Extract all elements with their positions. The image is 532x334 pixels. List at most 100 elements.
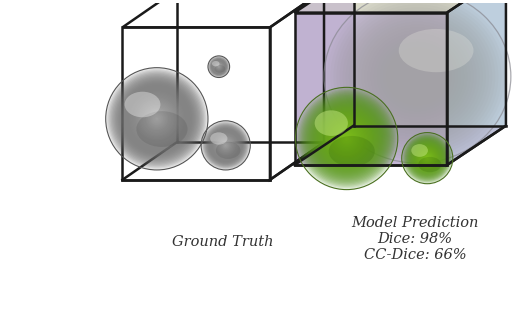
Ellipse shape xyxy=(346,10,489,143)
Ellipse shape xyxy=(128,90,186,148)
Ellipse shape xyxy=(211,131,240,160)
Ellipse shape xyxy=(218,66,220,67)
Ellipse shape xyxy=(332,125,361,153)
Ellipse shape xyxy=(326,118,367,159)
Ellipse shape xyxy=(223,143,228,148)
Ellipse shape xyxy=(426,156,429,160)
Polygon shape xyxy=(295,0,354,165)
Ellipse shape xyxy=(213,133,238,158)
Ellipse shape xyxy=(210,130,241,161)
Ellipse shape xyxy=(217,65,220,68)
Ellipse shape xyxy=(210,58,228,75)
Ellipse shape xyxy=(205,125,246,166)
Ellipse shape xyxy=(408,139,446,177)
Ellipse shape xyxy=(124,92,161,117)
Ellipse shape xyxy=(414,145,440,171)
Ellipse shape xyxy=(211,58,227,75)
Ellipse shape xyxy=(107,69,207,169)
Ellipse shape xyxy=(327,0,508,160)
Ellipse shape xyxy=(334,126,360,151)
Ellipse shape xyxy=(418,149,436,167)
Ellipse shape xyxy=(215,63,223,71)
Ellipse shape xyxy=(213,61,224,72)
Ellipse shape xyxy=(411,142,443,174)
Ellipse shape xyxy=(409,140,446,177)
Ellipse shape xyxy=(405,136,450,180)
Ellipse shape xyxy=(217,64,221,69)
Ellipse shape xyxy=(213,60,225,73)
Ellipse shape xyxy=(216,136,236,155)
Ellipse shape xyxy=(336,128,357,149)
Ellipse shape xyxy=(217,136,235,155)
Text: Dice: 98%: Dice: 98% xyxy=(377,232,453,246)
Ellipse shape xyxy=(210,132,227,145)
Ellipse shape xyxy=(217,137,234,154)
Ellipse shape xyxy=(225,145,226,146)
Ellipse shape xyxy=(404,135,451,182)
Ellipse shape xyxy=(306,98,387,179)
Ellipse shape xyxy=(209,57,228,76)
Ellipse shape xyxy=(414,73,421,79)
Polygon shape xyxy=(295,0,506,13)
Ellipse shape xyxy=(218,138,233,153)
Ellipse shape xyxy=(207,127,244,164)
Ellipse shape xyxy=(116,78,198,160)
Ellipse shape xyxy=(213,61,225,72)
Ellipse shape xyxy=(404,135,450,181)
Ellipse shape xyxy=(208,128,244,163)
Ellipse shape xyxy=(214,61,224,72)
Ellipse shape xyxy=(218,137,234,153)
Ellipse shape xyxy=(218,65,220,68)
Ellipse shape xyxy=(214,62,223,71)
Ellipse shape xyxy=(106,68,208,170)
Ellipse shape xyxy=(334,0,502,154)
Ellipse shape xyxy=(213,61,225,73)
Ellipse shape xyxy=(355,19,480,134)
Ellipse shape xyxy=(148,110,166,128)
Polygon shape xyxy=(295,126,506,165)
Ellipse shape xyxy=(426,157,429,159)
Ellipse shape xyxy=(417,147,438,169)
Ellipse shape xyxy=(329,136,375,167)
Ellipse shape xyxy=(314,107,379,170)
Polygon shape xyxy=(447,0,506,165)
Ellipse shape xyxy=(203,123,248,168)
Ellipse shape xyxy=(144,106,170,132)
Ellipse shape xyxy=(212,61,220,66)
Ellipse shape xyxy=(374,36,461,117)
Ellipse shape xyxy=(331,123,362,154)
Ellipse shape xyxy=(427,158,428,159)
Ellipse shape xyxy=(113,75,201,162)
Ellipse shape xyxy=(342,133,352,144)
Ellipse shape xyxy=(300,91,394,186)
Ellipse shape xyxy=(343,135,351,142)
Ellipse shape xyxy=(140,102,173,135)
Ellipse shape xyxy=(302,94,392,183)
Ellipse shape xyxy=(115,76,199,161)
Ellipse shape xyxy=(208,56,229,77)
Ellipse shape xyxy=(211,59,227,74)
Ellipse shape xyxy=(134,96,180,142)
Ellipse shape xyxy=(205,125,246,166)
Ellipse shape xyxy=(295,88,398,190)
Ellipse shape xyxy=(344,136,349,141)
Ellipse shape xyxy=(129,91,185,147)
Ellipse shape xyxy=(220,139,232,152)
Ellipse shape xyxy=(155,118,158,120)
Ellipse shape xyxy=(320,112,373,165)
Ellipse shape xyxy=(136,111,187,147)
Ellipse shape xyxy=(216,142,240,159)
Ellipse shape xyxy=(371,33,464,120)
Ellipse shape xyxy=(210,57,228,76)
Ellipse shape xyxy=(415,146,439,170)
Ellipse shape xyxy=(352,16,483,137)
Ellipse shape xyxy=(298,90,395,187)
Ellipse shape xyxy=(218,65,220,68)
Ellipse shape xyxy=(210,129,242,161)
Ellipse shape xyxy=(142,104,172,134)
Ellipse shape xyxy=(410,140,445,176)
Ellipse shape xyxy=(343,7,492,146)
Ellipse shape xyxy=(408,138,447,178)
Ellipse shape xyxy=(411,144,428,157)
Ellipse shape xyxy=(405,136,449,180)
